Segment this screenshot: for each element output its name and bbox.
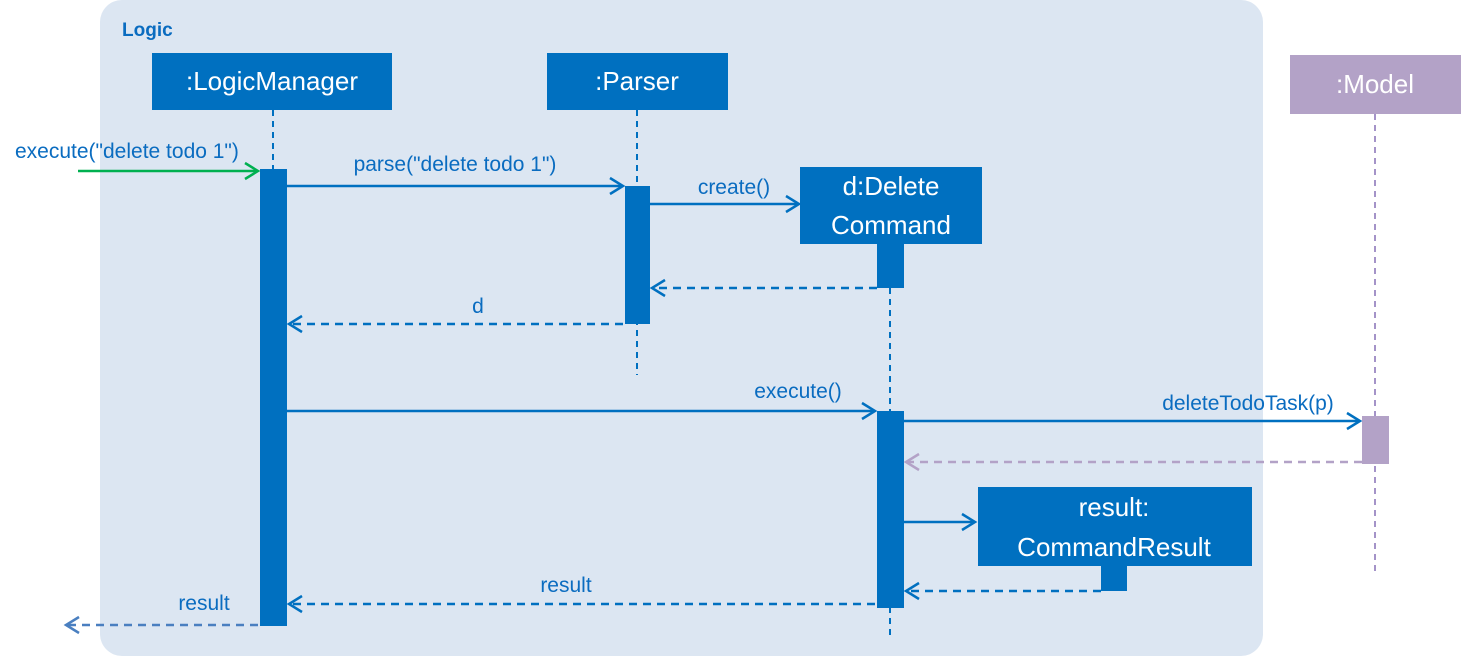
participant-command-result-line2: CommandResult <box>1017 532 1211 562</box>
participant-logic-manager-label: :LogicManager <box>186 66 358 96</box>
return-result-inner-label: result <box>540 574 592 597</box>
open-arrowhead-icon <box>244 161 261 181</box>
participant-command-result-line1: result: <box>1079 492 1150 522</box>
participant-model-label: :Model <box>1336 69 1414 99</box>
message-create-label: create() <box>698 176 770 199</box>
participant-command-result <box>978 487 1252 566</box>
open-arrowhead-icon <box>903 452 920 472</box>
open-arrowhead-icon <box>961 512 978 532</box>
message-execute-in-label: execute("delete todo 1") <box>15 140 239 163</box>
frame-title: Logic <box>122 20 173 41</box>
open-arrowhead-icon <box>861 401 878 421</box>
participant-delete-command-line2: Command <box>831 210 951 240</box>
open-arrowhead-icon <box>785 194 802 214</box>
activation-command-result <box>1101 565 1127 591</box>
activation-delete-command-create <box>877 244 904 288</box>
activation-logic-manager <box>260 169 287 626</box>
open-arrowhead-icon <box>286 314 303 334</box>
participant-logic-manager <box>152 53 392 110</box>
open-arrowhead-icon <box>286 594 303 614</box>
participant-parser <box>547 53 728 110</box>
open-arrowhead-icon <box>609 176 626 196</box>
participant-delete-command-line1: d:Delete <box>843 171 940 201</box>
message-delete-todo-task-label: deleteTodoTask(p) <box>1162 392 1334 415</box>
participant-parser-label: :Parser <box>595 66 679 96</box>
activation-model <box>1362 416 1389 464</box>
open-arrowhead-icon <box>63 615 80 635</box>
activation-delete-command-execute <box>877 411 904 608</box>
open-arrowhead-icon <box>1346 411 1363 431</box>
participant-model <box>1290 55 1461 114</box>
open-arrowhead-icon <box>649 278 666 298</box>
activation-parser <box>625 186 650 324</box>
participant-delete-command <box>800 167 982 244</box>
return-d-label: d <box>472 295 484 318</box>
message-execute-label: execute() <box>754 380 842 403</box>
message-parse-label: parse("delete todo 1") <box>354 153 557 176</box>
open-arrowhead-icon <box>903 581 920 601</box>
logic-frame <box>100 0 1263 656</box>
return-result-outer-label: result <box>178 592 230 615</box>
